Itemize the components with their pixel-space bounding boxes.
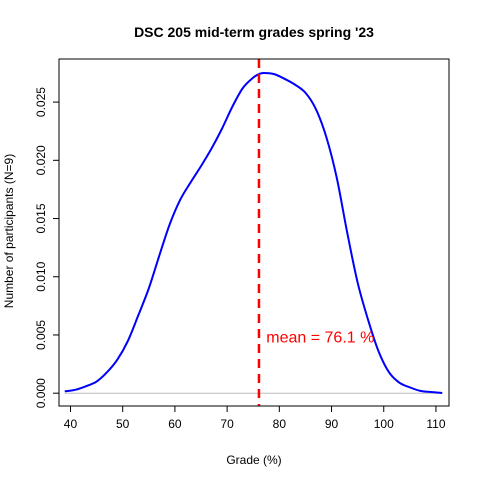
y-tick-label: 0.000 <box>34 378 48 408</box>
mean-annotation: mean = 76.1 % <box>266 329 374 346</box>
x-tick-label: 60 <box>168 417 182 431</box>
y-axis-label: Number of participants (N=9) <box>2 154 16 308</box>
x-tick-label: 50 <box>116 417 130 431</box>
plot-frame <box>58 58 450 407</box>
y-tick-label: 0.025 <box>34 87 48 117</box>
y-tick-label: 0.010 <box>34 261 48 291</box>
density-curve <box>64 71 443 394</box>
x-tick-label: 40 <box>64 417 78 431</box>
x-tick-label: 90 <box>325 417 339 431</box>
x-tick-label: 70 <box>220 417 234 431</box>
x-axis-label: Grade (%) <box>226 453 281 467</box>
chart-title: DSC 205 mid-term grades spring '23 <box>134 24 374 40</box>
x-tick-label: 100 <box>374 417 394 431</box>
x-tick-label: 80 <box>273 417 287 431</box>
y-tick-label: 0.005 <box>34 320 48 350</box>
x-tick-label: 110 <box>426 417 445 431</box>
plot-area: mean = 76.1 % 40 50 60 70 80 90 100 110 0.000 0.00… <box>34 58 450 431</box>
y-tick-label: 0.015 <box>34 203 48 233</box>
y-tick-label: 0.020 <box>34 145 48 175</box>
